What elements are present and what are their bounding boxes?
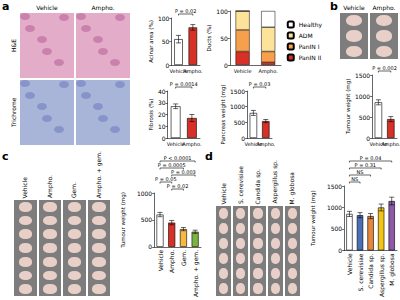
svg-text:P = 0.0014: P = 0.0014 (170, 81, 198, 87)
svg-text:500: 500 (141, 216, 153, 223)
svg-text:Vehicle: Vehicle (169, 67, 188, 74)
html-text:Trichrome: Trichrome (10, 97, 17, 128)
svg-text:500: 500 (359, 114, 371, 121)
svg-text:0: 0 (224, 62, 228, 69)
svg-text:Healthy: Healthy (299, 21, 323, 29)
svg-text:S. cerevisiae: S. cerevisiae (357, 253, 364, 291)
html-text:Vehicle: Vehicle (219, 182, 227, 204)
svg-text:1500: 1500 (327, 183, 342, 190)
svg-text:P = 0.05: P = 0.05 (155, 176, 177, 182)
html-text:Aspergillus sp.: Aspergillus sp. (271, 160, 279, 204)
svg-text:0: 0 (241, 134, 246, 142)
svg-text:Acinar area (%): Acinar area (%) (148, 20, 154, 63)
html-text:H&E: H&E (10, 39, 17, 52)
html-text:Ampho.: Ampho. (372, 4, 396, 11)
svg-text:0: 0 (165, 61, 170, 69)
svg-text:Gem.: Gem. (180, 250, 187, 266)
svg-text:P = 0.0005: P = 0.0005 (158, 162, 186, 168)
svg-text:NS: NS (351, 176, 358, 182)
html-text:Ampho.: Ampho. (91, 4, 115, 11)
svg-text:Vehicle: Vehicle (234, 68, 252, 74)
svg-text:30: 30 (158, 99, 166, 106)
html-text:Candida sp.: Candida sp. (254, 168, 261, 204)
svg-text:P = 0.003: P = 0.003 (171, 169, 196, 175)
svg-text:M. globosa: M. globosa (388, 253, 396, 286)
svg-text:Vehicle: Vehicle (157, 250, 164, 272)
svg-text:20: 20 (158, 111, 166, 118)
svg-text:PanIN I: PanIN I (299, 43, 320, 50)
html-text:Ampho.: Ampho. (45, 175, 53, 198)
html-text:d: d (205, 150, 213, 163)
svg-text:Tumour weight (mg): Tumour weight (mg) (310, 190, 317, 247)
svg-text:1000: 1000 (355, 93, 370, 100)
html-text:Vehicle: Vehicle (343, 4, 365, 11)
html-text:Gem.: Gem. (70, 181, 78, 198)
html-text:Vehicle: Vehicle (36, 4, 58, 11)
svg-text:10: 10 (158, 123, 166, 130)
svg-text:Ampho.: Ampho. (381, 141, 400, 148)
svg-text:100: 100 (158, 15, 170, 22)
html-text:c: c (2, 150, 9, 163)
svg-text:1500: 1500 (355, 72, 370, 79)
svg-text:100: 100 (216, 8, 228, 15)
svg-text:0: 0 (366, 134, 371, 142)
svg-text:Ampho.: Ampho. (168, 250, 176, 273)
svg-text:P = 0.04: P = 0.04 (360, 155, 382, 161)
svg-text:Aspergillus sp.: Aspergillus sp. (378, 253, 386, 297)
html-text:a: a (2, 0, 10, 13)
svg-text:0: 0 (338, 247, 342, 254)
html-text:Ampho. + gem.: Ampho. + gem. (94, 150, 102, 198)
svg-text:Tumour weight (mg): Tumour weight (mg) (345, 79, 352, 136)
svg-text:50: 50 (220, 35, 228, 42)
svg-text:50: 50 (162, 38, 170, 45)
svg-text:1000: 1000 (230, 103, 245, 110)
svg-text:Vehicle: Vehicle (166, 140, 185, 147)
svg-text:Candida sp.: Candida sp. (367, 253, 375, 288)
svg-text:500: 500 (234, 119, 246, 126)
html-text:b: b (330, 0, 338, 13)
svg-text:P = 0.002: P = 0.002 (372, 65, 397, 71)
svg-text:Tumour weight (mg): Tumour weight (mg) (120, 192, 127, 249)
svg-text:Vehicle: Vehicle (244, 140, 263, 147)
svg-text:Fibrosis (%): Fibrosis (%) (148, 99, 154, 131)
svg-text:40: 40 (158, 88, 166, 95)
svg-text:P = 0.31: P = 0.31 (355, 162, 377, 168)
svg-text:P = 0.02: P = 0.02 (167, 183, 189, 189)
svg-text:Pancreas weight (mg): Pancreas weight (mg) (220, 85, 227, 145)
svg-text:PanIN II: PanIN II (299, 54, 322, 61)
html-text:Vehicle: Vehicle (21, 176, 29, 198)
svg-text:NS: NS (357, 169, 364, 175)
svg-text:Ducts (%): Ducts (%) (206, 24, 212, 51)
svg-text:500: 500 (331, 225, 343, 232)
svg-text:P = 0.02: P = 0.02 (175, 8, 197, 14)
html-text:M. globosa: M. globosa (288, 171, 296, 204)
svg-text:Ampho. + gem.: Ampho. + gem. (192, 250, 200, 297)
svg-text:Vehicle: Vehicle (369, 140, 388, 147)
svg-text:Ampho.: Ampho. (183, 68, 203, 75)
svg-text:ADM: ADM (299, 32, 313, 39)
svg-text:1000: 1000 (327, 204, 342, 211)
svg-text:Vehicle: Vehicle (346, 253, 353, 275)
svg-text:P < 0.0001: P < 0.0001 (164, 155, 192, 161)
svg-text:1500: 1500 (230, 88, 245, 95)
html-text:S. cerevisiae: S. cerevisiae (236, 166, 244, 204)
svg-text:0: 0 (162, 135, 166, 142)
svg-text:Ampho.: Ampho. (259, 68, 279, 75)
svg-text:Ampho.: Ampho. (256, 141, 275, 148)
svg-text:0: 0 (148, 243, 152, 250)
svg-text:Ampho.: Ampho. (182, 141, 202, 148)
svg-text:1000: 1000 (137, 190, 152, 197)
svg-text:P = 0.03: P = 0.03 (249, 81, 271, 87)
